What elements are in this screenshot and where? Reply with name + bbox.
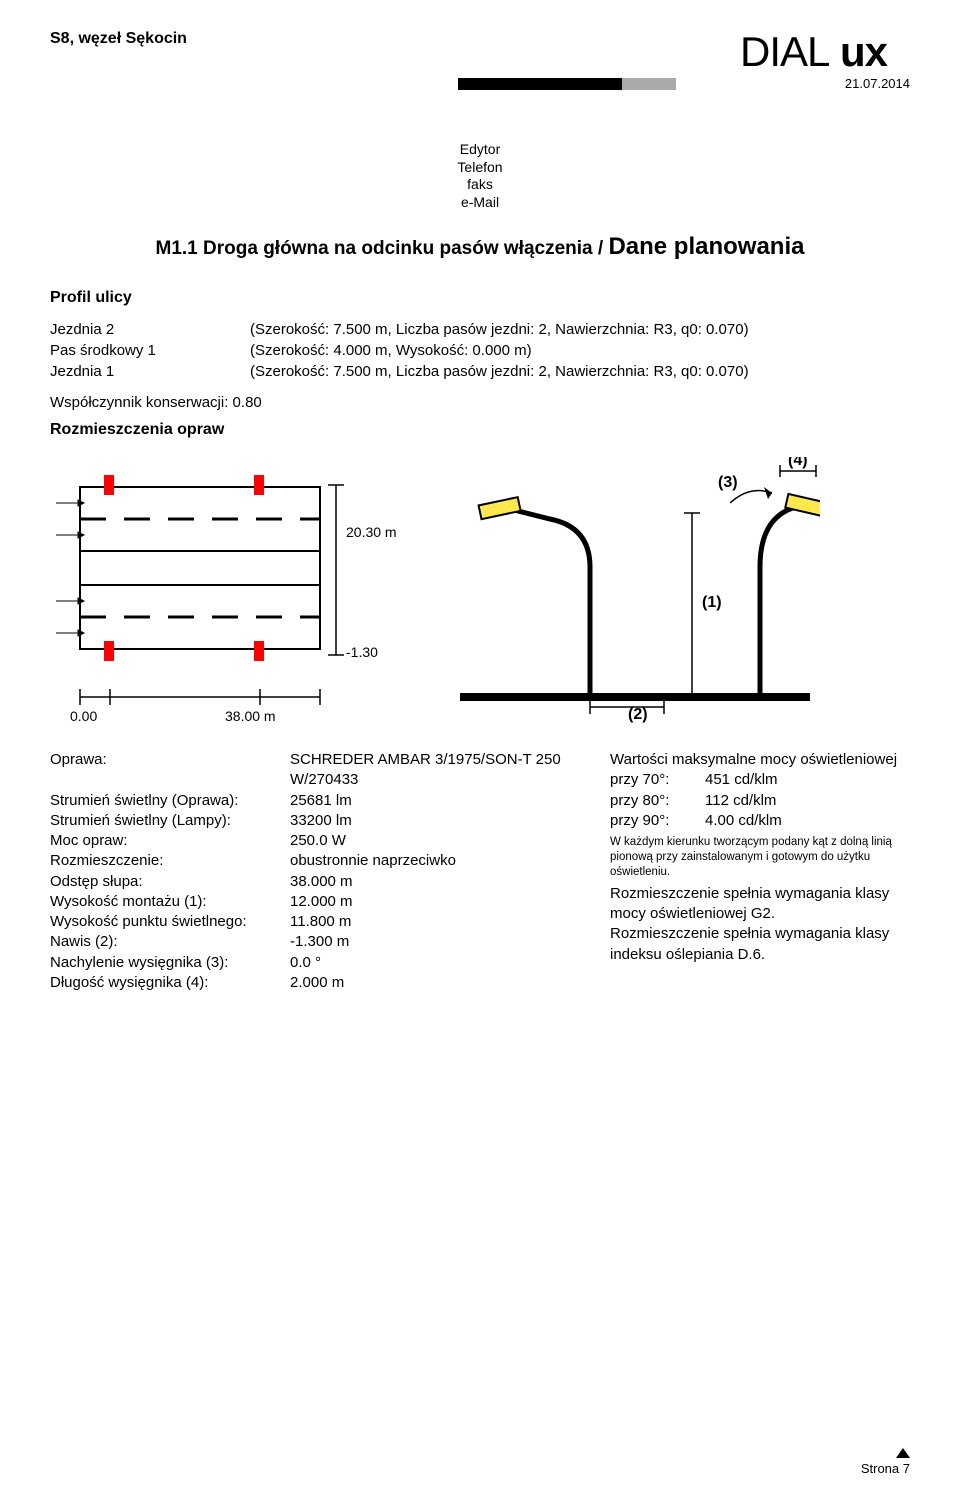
plan-diagram: 20.30 m -1.30 0.00 38.00 m xyxy=(50,457,400,732)
svg-text:-1.30: -1.30 xyxy=(346,644,378,660)
page-title: M1.1 Droga główna na odcinku pasów włącz… xyxy=(50,233,910,261)
spec-key: Długość wysięgnika (4): xyxy=(50,973,290,993)
maintenance-coeff: Współczynnik konserwacji: 0.80 xyxy=(50,394,910,411)
lux-note: W każdym kierunku tworzącym podany kąt z… xyxy=(610,835,910,880)
specs-right: Wartości maksymalne mocy oświetleniowej … xyxy=(610,750,910,993)
profile-val: (Szerokość: 7.500 m, Liczba pasów jezdni… xyxy=(250,321,910,338)
profile-row: Jezdnia 1 (Szerokość: 7.500 m, Liczba pa… xyxy=(50,363,910,380)
svg-text:20.30 m: 20.30 m xyxy=(346,524,397,540)
lux-key: przy 90°: xyxy=(610,811,705,831)
svg-text:(1): (1) xyxy=(702,594,722,611)
edytor-line: Telefon xyxy=(50,159,910,177)
spec-key: Wysokość montażu (1): xyxy=(50,892,290,912)
spec-val: 12.000 m xyxy=(290,892,580,912)
specs-left: Oprawa:SCHREDER AMBAR 3/1975/SON-T 250 W… xyxy=(50,750,580,993)
svg-text:(3): (3) xyxy=(718,474,738,491)
page-number: Strona 7 xyxy=(861,1461,910,1476)
svg-text:(2): (2) xyxy=(628,706,648,723)
arrangement-heading: Rozmieszczenia opraw xyxy=(50,421,910,439)
spec-val: 11.800 m xyxy=(290,912,580,932)
project-title: S8, węzeł Sękocin xyxy=(50,30,187,48)
report-date: 21.07.2014 xyxy=(740,76,910,91)
spec-val: 250.0 W xyxy=(290,831,580,851)
lux-final: Rozmieszczenie spełnia wymagania klasy m… xyxy=(610,884,910,965)
spec-val: 0.0 ° xyxy=(290,953,580,973)
lux-heading: Wartości maksymalne mocy oświetleniowej xyxy=(610,750,910,770)
profile-key: Pas środkowy 1 xyxy=(50,342,250,359)
spec-key: Odstęp słupa: xyxy=(50,872,290,892)
svg-text:DIAL: DIAL xyxy=(740,30,829,74)
spec-key: Strumień świetlny (Lampy): xyxy=(50,811,290,831)
lux-key: przy 80°: xyxy=(610,791,705,811)
svg-text:ux: ux xyxy=(840,30,889,74)
lux-val: 4.00 cd/klm xyxy=(705,811,910,831)
edytor-line: faks xyxy=(50,176,910,194)
spec-key: Strumień świetlny (Oprawa): xyxy=(50,791,290,811)
dialux-logo: DIAL ux xyxy=(740,30,910,74)
profile-val: (Szerokość: 7.500 m, Liczba pasów jezdni… xyxy=(250,363,910,380)
svg-text:38.00 m: 38.00 m xyxy=(225,708,276,724)
edytor-line: e-Mail xyxy=(50,194,910,212)
profile-row: Jezdnia 2 (Szerokość: 7.500 m, Liczba pa… xyxy=(50,321,910,338)
spec-val: 2.000 m xyxy=(290,973,580,993)
lux-key: przy 70°: xyxy=(610,770,705,790)
profile-key: Jezdnia 2 xyxy=(50,321,250,338)
spec-key: Nawis (2): xyxy=(50,932,290,952)
spec-val: 38.000 m xyxy=(290,872,580,892)
spec-val: 25681 lm xyxy=(290,791,580,811)
spec-key: Nachylenie wysięgnika (3): xyxy=(50,953,290,973)
spec-key: Wysokość punktu świetlnego: xyxy=(50,912,290,932)
profile-val: (Szerokość: 4.000 m, Wysokość: 0.000 m) xyxy=(250,342,910,359)
lux-val: 112 cd/klm xyxy=(705,791,910,811)
header-bar xyxy=(458,78,676,90)
profile-table: Jezdnia 2 (Szerokość: 7.500 m, Liczba pa… xyxy=(50,321,910,380)
logo-block: DIAL ux 21.07.2014 xyxy=(740,30,910,91)
lux-val: 451 cd/klm xyxy=(705,770,910,790)
edytor-line: Edytor xyxy=(50,141,910,159)
svg-text:0.00: 0.00 xyxy=(70,708,97,724)
spec-val: 33200 lm xyxy=(290,811,580,831)
title-big: Dane planowania xyxy=(608,233,804,260)
spec-key: Oprawa: xyxy=(50,750,290,791)
profile-row: Pas środkowy 1 (Szerokość: 4.000 m, Wyso… xyxy=(50,342,910,359)
spec-val: -1.300 m xyxy=(290,932,580,952)
profile-key: Jezdnia 1 xyxy=(50,363,250,380)
specs-block: Oprawa:SCHREDER AMBAR 3/1975/SON-T 250 W… xyxy=(50,750,910,993)
spec-key: Moc opraw: xyxy=(50,831,290,851)
page-footer: Strona 7 xyxy=(861,1446,910,1476)
spec-val: obustronnie naprzeciwko xyxy=(290,851,580,871)
profile-heading: Profil ulicy xyxy=(50,289,910,307)
svg-text:(4): (4) xyxy=(788,457,808,469)
pole-diagram: (2) (1) (3) xyxy=(450,457,810,732)
spec-val: SCHREDER AMBAR 3/1975/SON-T 250 W/270433 xyxy=(290,750,580,791)
title-prefix: M1.1 Droga główna na odcinku pasów włącz… xyxy=(156,238,609,259)
spec-key: Rozmieszczenie: xyxy=(50,851,290,871)
edytor-block: Edytor Telefon faks e-Mail xyxy=(50,141,910,211)
footer-triangle-icon xyxy=(896,1448,910,1458)
